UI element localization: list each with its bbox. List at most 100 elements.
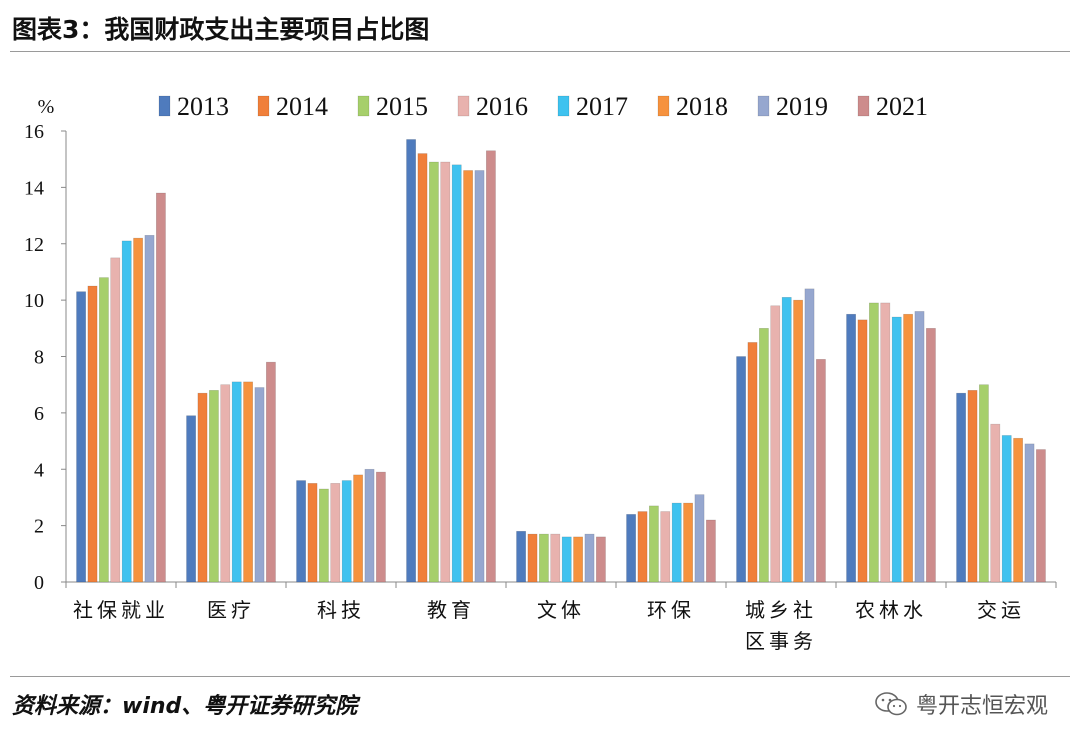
legend-swatch [857, 95, 870, 117]
bar [660, 511, 671, 583]
legend-swatch [457, 95, 470, 117]
bar [804, 288, 815, 583]
bar [121, 240, 132, 583]
y-tick-label: 14 [24, 177, 44, 199]
x-tick-label: 交运 [977, 598, 1025, 622]
bar [254, 387, 265, 583]
x-tick-label: 科技 [317, 598, 365, 622]
bar [209, 390, 219, 583]
bar [705, 519, 716, 583]
bar [925, 328, 936, 583]
bar [353, 474, 363, 583]
bar [550, 533, 561, 583]
bar [406, 139, 416, 583]
bar [87, 285, 98, 583]
bar [527, 533, 538, 583]
bar [914, 311, 925, 583]
legend-label: 2016 [476, 92, 528, 121]
bar [967, 390, 978, 583]
bar [736, 356, 746, 583]
bar [243, 381, 253, 583]
bar [417, 153, 428, 583]
bar [671, 502, 682, 583]
legend-label: 2015 [376, 92, 428, 121]
y-tick-label: 0 [34, 572, 44, 594]
legend-swatch [357, 95, 370, 117]
chart-title: 图表3：我国财政支出主要项目占比图 [12, 15, 430, 44]
legend-label: 2017 [576, 92, 628, 121]
bar [538, 533, 549, 583]
x-tick-label: 文体 [537, 598, 585, 622]
y-tick-label: 4 [34, 459, 44, 481]
bar [573, 536, 583, 583]
x-tick-label: 城乡社 [745, 598, 817, 622]
bar [903, 313, 913, 583]
bar [648, 505, 659, 583]
y-tick-label: 2 [34, 516, 44, 538]
legend-label: 2014 [276, 92, 328, 121]
watermark-text: 粤开志恒宏观 [915, 694, 1048, 719]
bar [626, 514, 636, 583]
bar [595, 536, 606, 583]
y-tick-label: 12 [24, 234, 44, 256]
bar [561, 536, 572, 583]
bar [815, 359, 826, 583]
legend-label: 2013 [177, 92, 229, 121]
bar [133, 237, 143, 583]
bar [990, 423, 1001, 583]
bar [330, 483, 341, 583]
bar [307, 483, 318, 583]
bar [1013, 437, 1023, 583]
x-tick-label: 区事务 [745, 629, 817, 653]
bar [341, 480, 352, 583]
bar [747, 342, 758, 583]
wechat-icon [875, 692, 907, 716]
bar [76, 291, 86, 583]
bar [265, 361, 276, 583]
legend-swatch [757, 95, 770, 117]
bar [1024, 443, 1035, 583]
bar [1001, 435, 1012, 583]
bar [793, 299, 803, 583]
y-tick-label: 6 [34, 403, 44, 425]
y-tick-label: 10 [24, 290, 44, 312]
x-tick-label: 社保就业 [73, 598, 169, 622]
x-tick-label: 农林水 [855, 598, 927, 622]
bar [110, 257, 121, 583]
source-note: 资料来源：wind、粤开证券研究院 [12, 694, 358, 719]
bar [584, 533, 595, 583]
bar [428, 161, 439, 583]
bar [474, 170, 485, 583]
bar [364, 468, 375, 583]
bar [956, 392, 966, 583]
bar [781, 297, 792, 583]
title-divider [10, 51, 1070, 52]
bar [375, 471, 386, 583]
y-axis-label: % [38, 96, 55, 118]
y-tick-label: 16 [24, 121, 44, 143]
x-tick-label: 教育 [427, 598, 475, 622]
bar [186, 415, 196, 583]
bar [220, 384, 231, 583]
bar [857, 319, 868, 583]
bar [637, 511, 648, 583]
legend-swatch [158, 95, 171, 117]
bar [683, 502, 693, 583]
bar [880, 302, 891, 583]
legend-swatch [257, 95, 270, 117]
bar [891, 316, 902, 583]
bar [231, 381, 242, 583]
x-tick-label: 医疗 [207, 598, 255, 622]
bar [296, 480, 306, 583]
bar [846, 313, 856, 583]
bar [318, 488, 329, 583]
legend-label: 2021 [876, 92, 928, 121]
bar [694, 494, 705, 583]
bar [1036, 449, 1046, 583]
bar [144, 234, 155, 583]
bar [978, 384, 989, 583]
bar [156, 192, 166, 583]
legend-swatch [657, 95, 670, 117]
bar [99, 277, 109, 583]
watermark: 粤开志恒宏观 [874, 688, 1048, 720]
